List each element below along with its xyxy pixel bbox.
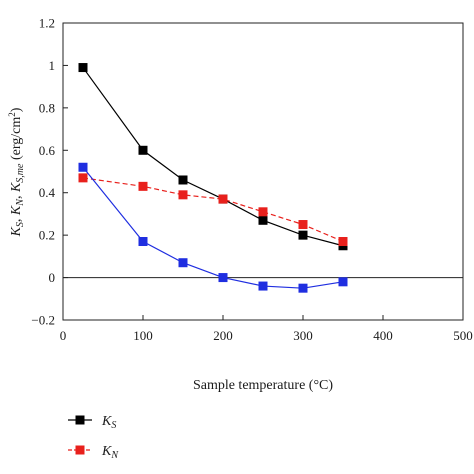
legend-marker [75,415,85,425]
x-tick-label: 200 [213,328,233,343]
data-point [78,162,88,172]
y-axis-title: KS, KN, KS,me (erg/cm2) [7,107,26,237]
legend-item: KS [68,414,116,431]
x-tick-label: 400 [373,328,393,343]
data-point [138,145,148,155]
y-tick-label: −0.2 [31,313,55,328]
data-point [258,207,268,217]
data-point [218,273,228,283]
data-point [298,283,308,293]
data-point [338,237,348,247]
series-1 [78,173,348,247]
x-axis-title: Sample temperature (°C) [193,378,333,393]
y-tick-label: 0.8 [39,100,55,115]
y-tick-label: 1 [49,58,56,73]
data-point [178,175,188,185]
data-point [338,277,348,287]
data-point [138,237,148,247]
y-tick-label: 0.2 [39,228,55,243]
data-point [78,173,88,183]
data-point [138,181,148,191]
legend: KSKNKS,me [68,414,119,461]
data-point [298,230,308,240]
data-point [178,258,188,268]
legend-label: KN [101,444,119,461]
data-point [178,190,188,200]
plot-area [62,22,464,321]
legend-label: KS [101,414,116,431]
y-tick-label: 0.4 [39,185,56,200]
axis-ticks: 0 100 200 300 400 500 −0.2 0 0.2 0.4 0.6 0.8 1 1.2 [31,16,472,344]
data-point [298,220,308,230]
series-2 [78,162,348,293]
legend-item: KN [68,444,119,461]
data-point [78,63,88,73]
series-line [82,67,344,247]
series-layer [78,63,348,293]
x-tick-label: 500 [453,328,473,343]
x-tick-label: 300 [293,328,313,343]
y-tick-label: 0 [49,270,56,285]
data-point [218,194,228,204]
y-tick-label: 1.2 [39,16,55,31]
x-tick-label: 0 [60,328,67,343]
y-tick-label: 0.6 [39,143,56,158]
legend-marker [75,445,85,455]
data-point [258,215,268,225]
x-tick-label: 100 [133,328,153,343]
data-point [258,281,268,291]
